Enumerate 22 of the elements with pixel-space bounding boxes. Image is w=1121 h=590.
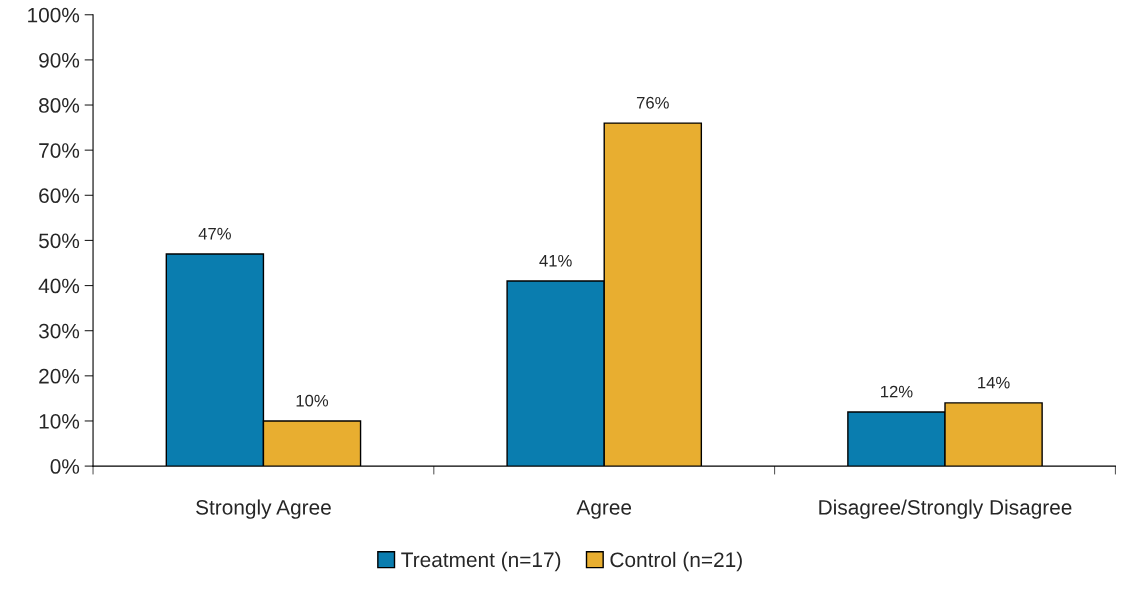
data-label: 41% (539, 254, 572, 267)
y-tick-label: 10% (39, 413, 80, 429)
y-tick-label: 60% (39, 188, 80, 204)
y-tick-label: 80% (39, 98, 80, 113)
y-tick-label: 30% (38, 323, 80, 339)
data-label: 47% (198, 227, 231, 240)
y-tick-label: 50% (38, 233, 80, 249)
y-tick-label: 100% (28, 7, 80, 23)
data-label: 76% (636, 96, 669, 109)
y-tick-label: 40% (38, 278, 80, 294)
x-tick-label: Agree (576, 500, 632, 519)
y-tick-label: 20% (39, 368, 80, 384)
data-label: 12% (881, 385, 913, 398)
x-tick-label: Disagree/Strongly Disagree (819, 499, 1072, 519)
y-tick-label: 70% (39, 143, 80, 158)
legend-label: Treatment (n=17) (401, 551, 561, 572)
y-tick-label: 0% (50, 459, 80, 474)
x-tick-label: Strongly Agree (196, 499, 331, 519)
data-label: 14% (978, 376, 1010, 389)
y-tick-label: 90% (39, 52, 80, 68)
data-label: 10% (296, 394, 329, 407)
legend-label: Control (n=21) (610, 551, 742, 572)
